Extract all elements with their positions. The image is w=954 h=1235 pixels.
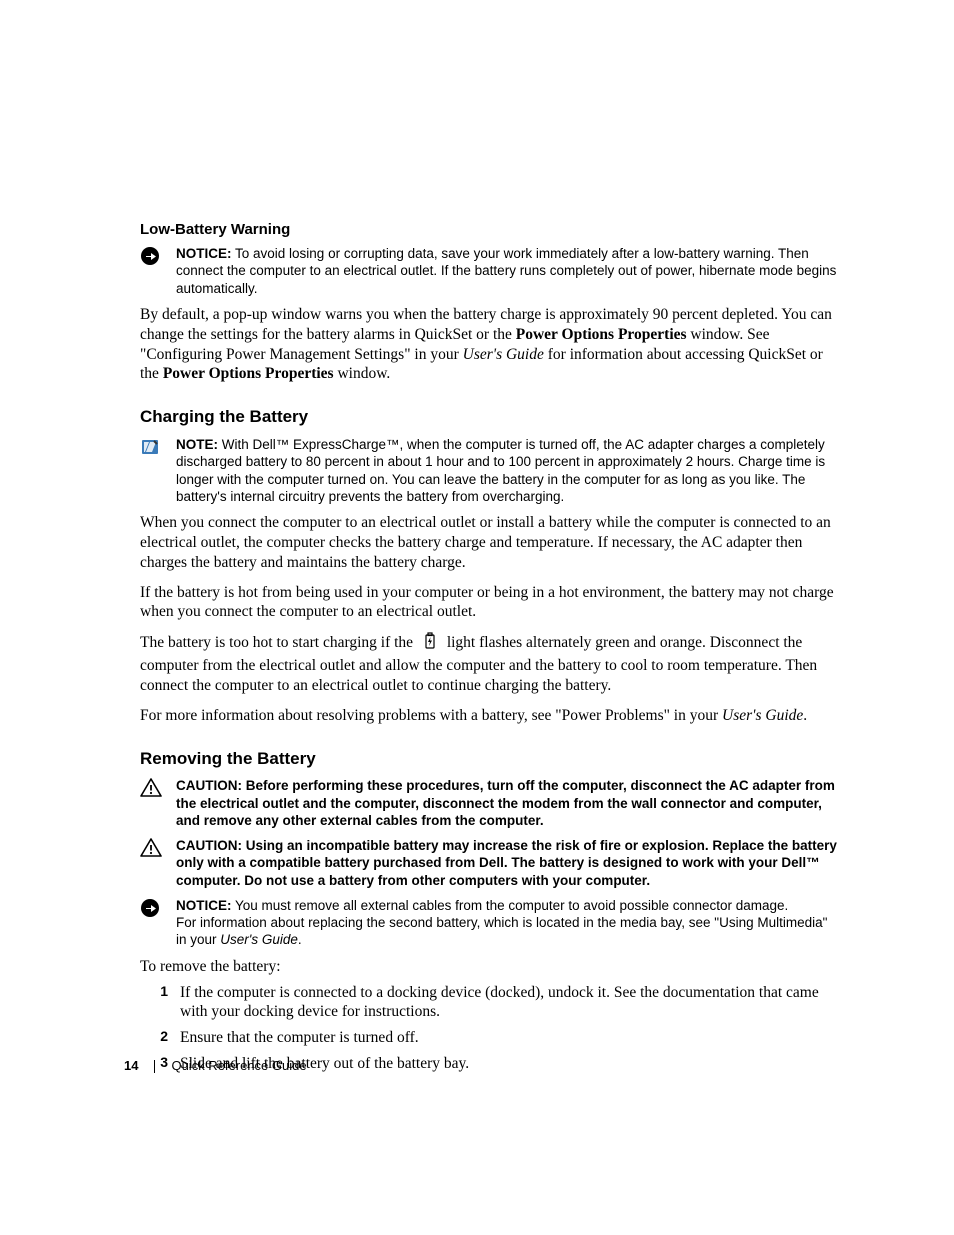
- step-number: 1: [140, 983, 168, 1001]
- notice-text-removing: NOTICE: You must remove all external cab…: [176, 897, 839, 949]
- step-number: 2: [140, 1028, 168, 1046]
- step-item: 2 Ensure that the computer is turned off.: [140, 1028, 839, 1048]
- note-icon: [140, 437, 162, 463]
- para-charging-4: For more information about resolving pro…: [140, 706, 839, 726]
- para-charging-3: The battery is too hot to start charging…: [140, 632, 839, 695]
- caution-icon: [140, 778, 162, 804]
- notice-icon: [140, 898, 162, 924]
- notice-callout-removing: NOTICE: You must remove all external cab…: [140, 897, 839, 949]
- para-low-battery: By default, a pop-up window warns you wh…: [140, 305, 839, 384]
- caution-callout-2: CAUTION: Using an incompatible battery m…: [140, 837, 839, 889]
- note-text-charging: NOTE: With Dell™ ExpressCharge™, when th…: [176, 436, 839, 505]
- step-text: Ensure that the computer is turned off.: [180, 1028, 839, 1048]
- note-callout-charging: NOTE: With Dell™ ExpressCharge™, when th…: [140, 436, 839, 505]
- document-page: Low-Battery Warning NOTICE: To avoid los…: [0, 0, 954, 1235]
- step-text: If the computer is connected to a dockin…: [180, 983, 839, 1023]
- footer-title: Quick Reference Guide: [171, 1058, 306, 1075]
- page-number: 14: [124, 1058, 138, 1075]
- para-charging-1: When you connect the computer to an elec…: [140, 513, 839, 572]
- step-item: 1 If the computer is connected to a docki…: [140, 983, 839, 1023]
- caution-text-2: CAUTION: Using an incompatible battery m…: [176, 837, 839, 889]
- caution-callout-1: CAUTION: Before performing these procedu…: [140, 777, 839, 829]
- notice-text-low-battery: NOTICE: To avoid losing or corrupting da…: [176, 245, 839, 297]
- caution-text-1: CAUTION: Before performing these procedu…: [176, 777, 839, 829]
- battery-charge-icon: [423, 632, 437, 656]
- caution-icon: [140, 838, 162, 864]
- footer-separator: [154, 1060, 155, 1073]
- para-remove-intro: To remove the battery:: [140, 957, 839, 977]
- page-footer: 14 Quick Reference Guide: [124, 1058, 307, 1075]
- heading-low-battery: Low-Battery Warning: [140, 220, 839, 239]
- heading-charging: Charging the Battery: [140, 406, 839, 428]
- heading-removing: Removing the Battery: [140, 748, 839, 770]
- notice-callout-low-battery: NOTICE: To avoid losing or corrupting da…: [140, 245, 839, 297]
- notice-icon: [140, 246, 162, 272]
- para-charging-2: If the battery is hot from being used in…: [140, 583, 839, 623]
